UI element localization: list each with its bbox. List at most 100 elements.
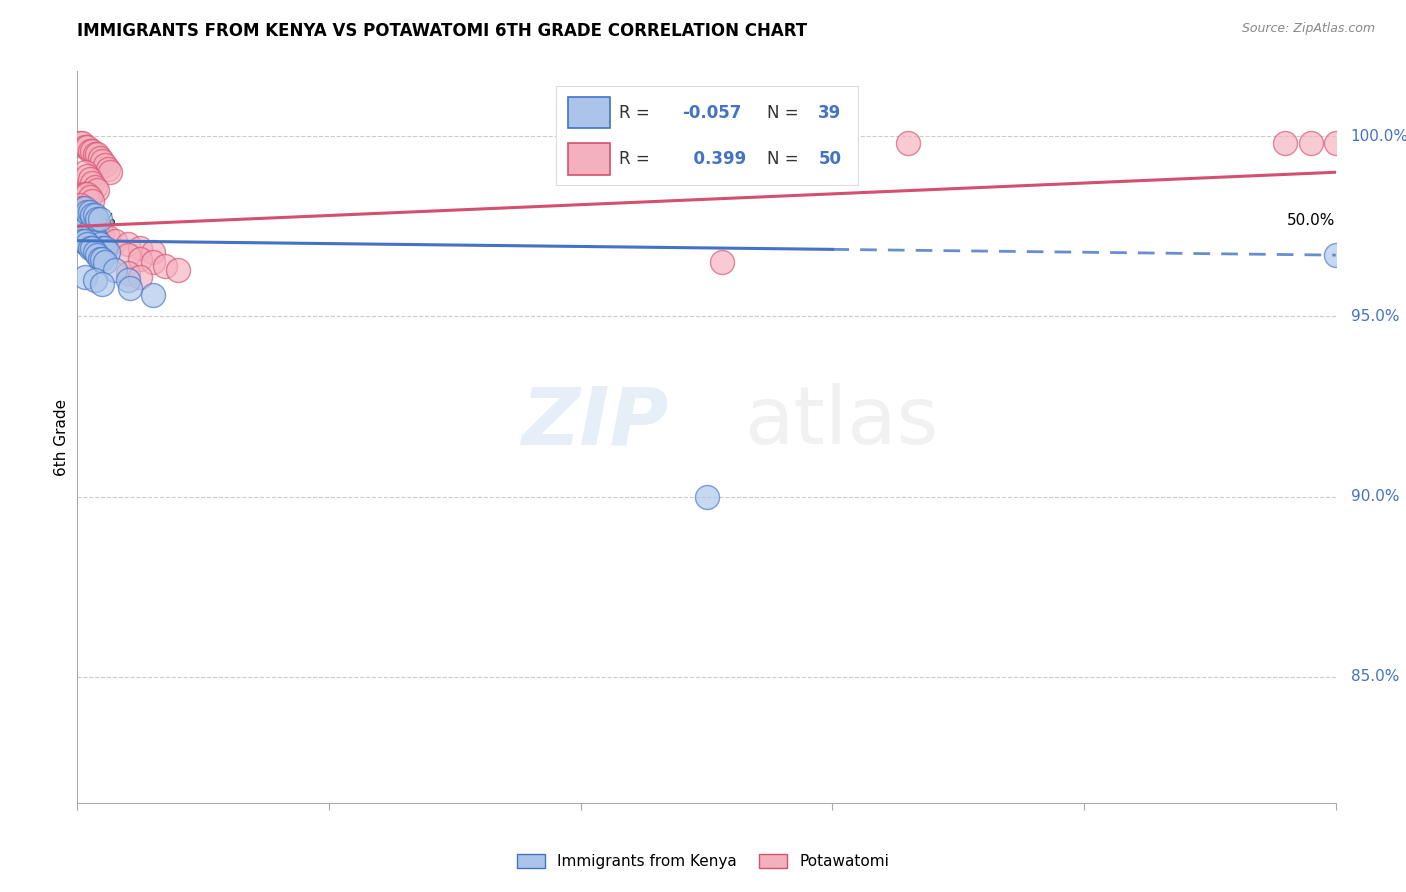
Point [72, 201, 94, 215]
Point [73, 165, 96, 179]
Point [69, 197, 91, 211]
Point [142, 287, 165, 301]
Point [84, 244, 107, 259]
Point [69, 136, 91, 151]
Point [84, 273, 107, 287]
Point [120, 280, 142, 294]
Point [91, 277, 114, 291]
Point [73, 205, 96, 219]
Point [1299, 136, 1322, 151]
Text: IMMIGRANTS FROM KENYA VS POTAWATOMI 6TH GRADE CORRELATION CHART: IMMIGRANTS FROM KENYA VS POTAWATOMI 6TH … [77, 22, 807, 40]
Point [98, 165, 121, 179]
Point [96, 161, 118, 176]
Point [82, 227, 104, 241]
Point [710, 255, 733, 269]
Point [129, 269, 152, 284]
Point [89, 252, 111, 266]
Point [89, 212, 111, 227]
Point [104, 262, 127, 277]
Point [91, 227, 114, 241]
Point [72, 216, 94, 230]
Point [96, 244, 118, 259]
Text: ZIP: ZIP [522, 384, 669, 461]
Point [76, 237, 98, 252]
Point [79, 205, 101, 219]
Point [82, 194, 104, 208]
Point [86, 223, 108, 237]
Point [89, 151, 111, 165]
Point [79, 241, 101, 255]
Point [84, 147, 107, 161]
Point [897, 136, 920, 151]
Point [69, 230, 91, 244]
Point [82, 216, 104, 230]
Point [82, 241, 104, 255]
Point [76, 209, 98, 223]
Point [117, 248, 139, 262]
Point [84, 209, 107, 223]
Point [1274, 136, 1296, 151]
Point [69, 212, 91, 227]
Point [72, 136, 94, 151]
Point [79, 223, 101, 237]
Point [94, 158, 117, 172]
Text: 0.0%: 0.0% [77, 212, 117, 227]
Point [79, 172, 101, 186]
Point [82, 176, 104, 190]
Point [117, 237, 139, 252]
Point [72, 234, 94, 248]
Point [76, 140, 98, 154]
Point [94, 241, 117, 255]
Point [91, 252, 114, 266]
Point [1324, 136, 1347, 151]
Point [76, 219, 98, 234]
Point [91, 154, 114, 169]
Point [86, 234, 108, 248]
Point [82, 209, 104, 223]
Point [79, 212, 101, 227]
Point [73, 201, 96, 215]
Point [94, 255, 117, 269]
Point [76, 186, 98, 201]
Point [73, 140, 96, 154]
Point [86, 212, 108, 227]
Point [89, 223, 111, 237]
Point [73, 234, 96, 248]
Point [1324, 248, 1347, 262]
Point [167, 262, 190, 277]
Point [84, 179, 107, 194]
Point [73, 186, 96, 201]
Legend: Immigrants from Kenya, Potawatomi: Immigrants from Kenya, Potawatomi [510, 847, 896, 875]
Point [73, 269, 96, 284]
Y-axis label: 6th Grade: 6th Grade [53, 399, 69, 475]
Point [86, 183, 108, 197]
Point [86, 248, 108, 262]
Point [76, 169, 98, 183]
Point [82, 144, 104, 158]
Point [117, 273, 139, 287]
Point [696, 490, 718, 504]
Point [89, 237, 111, 252]
Point [142, 244, 165, 259]
Point [104, 234, 127, 248]
Text: 90.0%: 90.0% [1351, 489, 1399, 504]
Point [73, 219, 96, 234]
Point [142, 255, 165, 269]
Point [84, 219, 107, 234]
Text: 95.0%: 95.0% [1351, 309, 1399, 324]
Point [129, 252, 152, 266]
Point [155, 259, 177, 273]
Point [91, 241, 114, 255]
Point [117, 266, 139, 280]
Point [86, 147, 108, 161]
Text: 85.0%: 85.0% [1351, 669, 1399, 684]
Point [79, 144, 101, 158]
Point [96, 230, 118, 244]
Point [129, 241, 152, 255]
Point [76, 205, 98, 219]
Point [84, 230, 107, 244]
Text: 100.0%: 100.0% [1351, 128, 1406, 144]
Text: atlas: atlas [744, 384, 939, 461]
Text: Source: ZipAtlas.com: Source: ZipAtlas.com [1241, 22, 1375, 36]
Text: 50.0%: 50.0% [1288, 212, 1336, 227]
